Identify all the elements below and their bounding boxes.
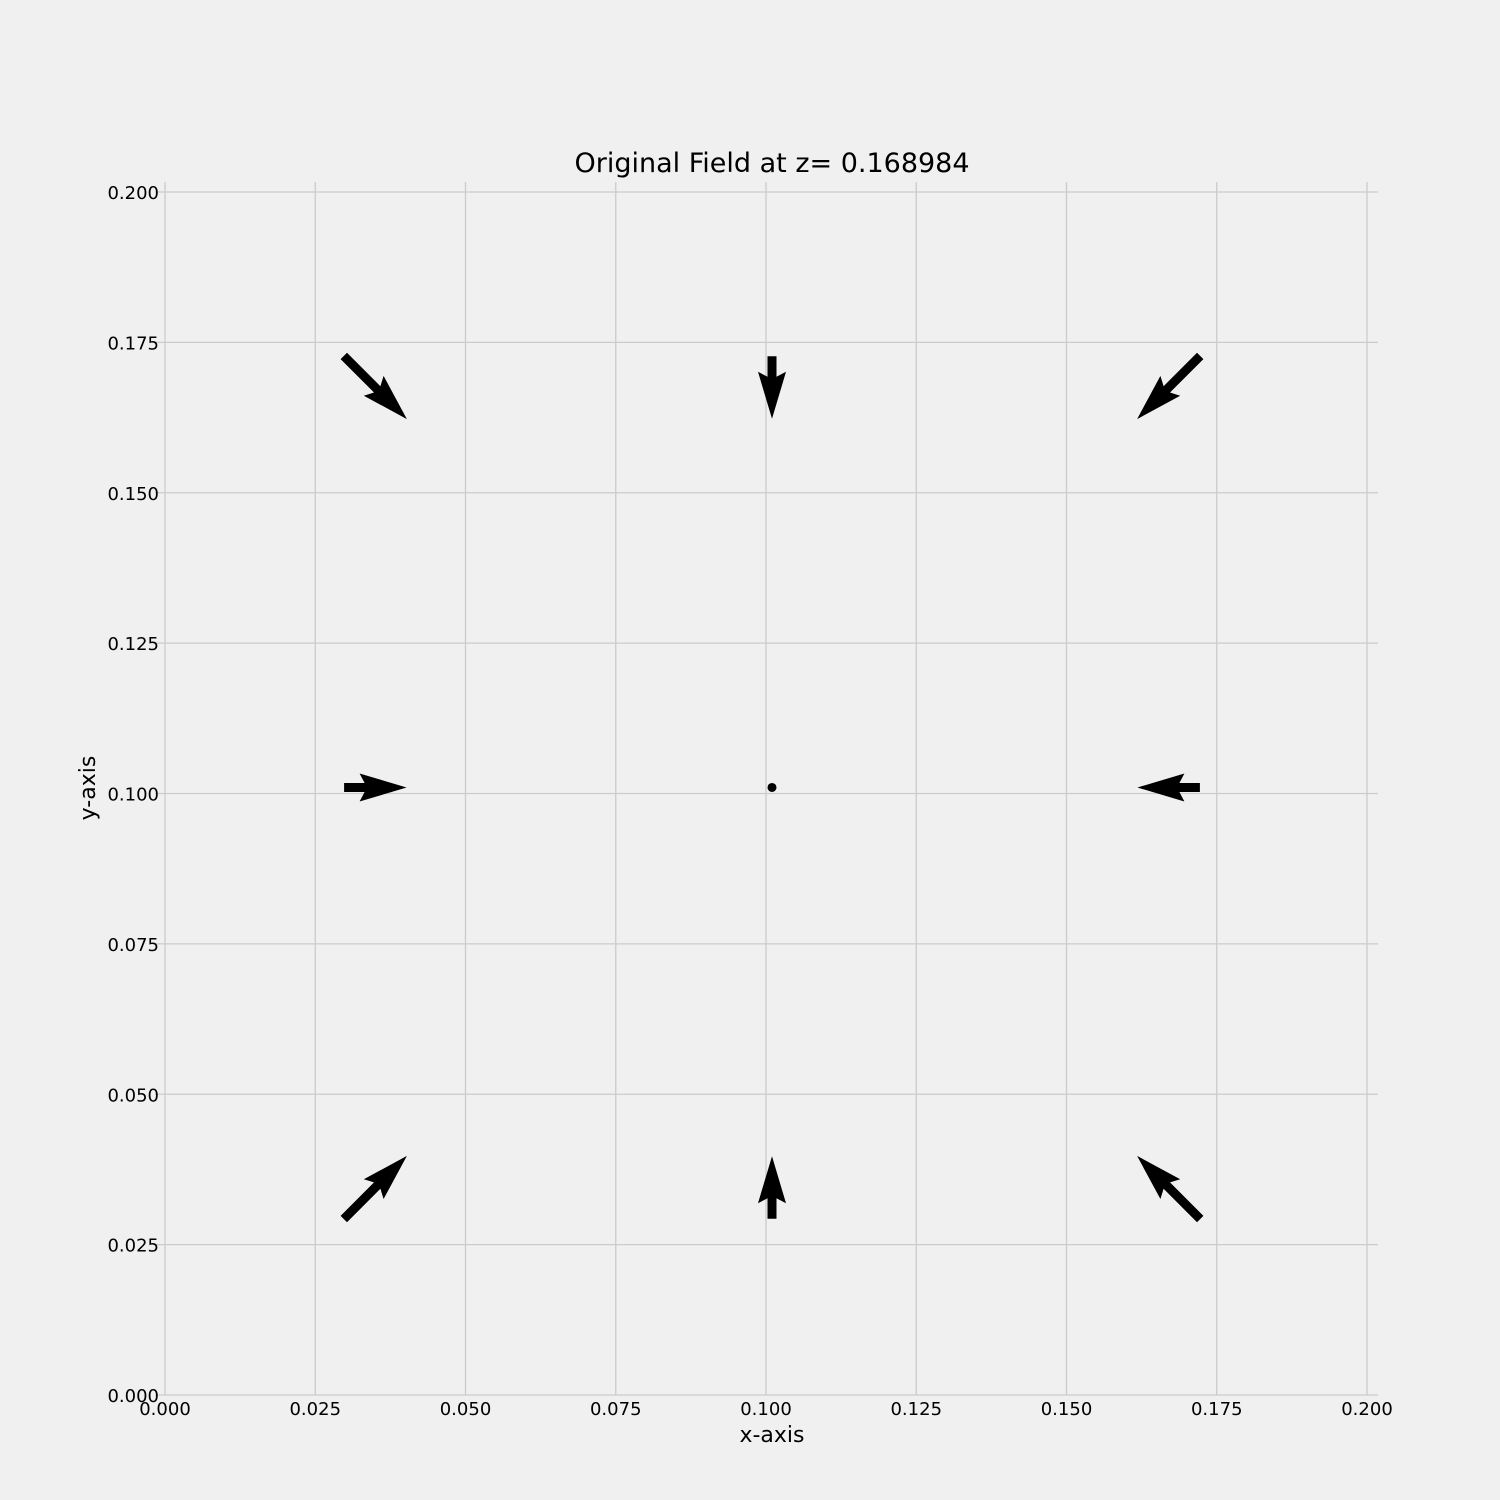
vector-arrow bbox=[1137, 773, 1200, 802]
x-tick-label: 0.125 bbox=[890, 1399, 942, 1420]
x-axis-label: x-axis bbox=[739, 1423, 804, 1448]
vector-arrow bbox=[340, 352, 407, 420]
vector-arrow bbox=[340, 1155, 407, 1223]
x-tick-label: 0.200 bbox=[1341, 1399, 1393, 1420]
x-tick-label: 0.025 bbox=[289, 1399, 341, 1420]
y-tick-labels: 0.000 0.025 0.050 0.075 0.100 0.125 0.150 0.175… bbox=[107, 183, 159, 1407]
y-axis-label: y-axis bbox=[76, 756, 101, 821]
y-tick-label: 0.075 bbox=[107, 935, 159, 956]
vector-arrow bbox=[1137, 1155, 1204, 1223]
y-tick-label: 0.000 bbox=[107, 1386, 159, 1407]
x-tick-label: 0.075 bbox=[590, 1399, 642, 1420]
vector-arrow bbox=[758, 356, 786, 419]
vector-arrows bbox=[340, 352, 1204, 1223]
vector-arrow bbox=[758, 1156, 786, 1219]
x-tick-label: 0.000 bbox=[139, 1399, 191, 1420]
vector-arrow bbox=[1137, 352, 1204, 420]
x-tick-label: 0.175 bbox=[1191, 1399, 1243, 1420]
y-tick-label: 0.200 bbox=[107, 183, 159, 204]
y-tick-label: 0.025 bbox=[107, 1236, 159, 1257]
x-tick-label: 0.050 bbox=[440, 1399, 492, 1420]
chart-title: Original Field at z= 0.168984 bbox=[574, 148, 969, 179]
x-tick-labels: 0.000 0.025 0.050 0.075 0.100 0.125 0.150 0.175… bbox=[139, 1399, 1393, 1420]
y-tick-label: 0.150 bbox=[107, 484, 159, 505]
y-tick-label: 0.175 bbox=[107, 333, 159, 354]
x-tick-label: 0.150 bbox=[1041, 1399, 1093, 1420]
y-tick-label: 0.125 bbox=[107, 634, 159, 655]
y-tick-label: 0.100 bbox=[107, 785, 159, 806]
y-tick-label: 0.050 bbox=[107, 1085, 159, 1106]
x-tick-label: 0.100 bbox=[740, 1399, 792, 1420]
vector-point bbox=[767, 782, 777, 792]
vector-arrow bbox=[344, 773, 407, 802]
